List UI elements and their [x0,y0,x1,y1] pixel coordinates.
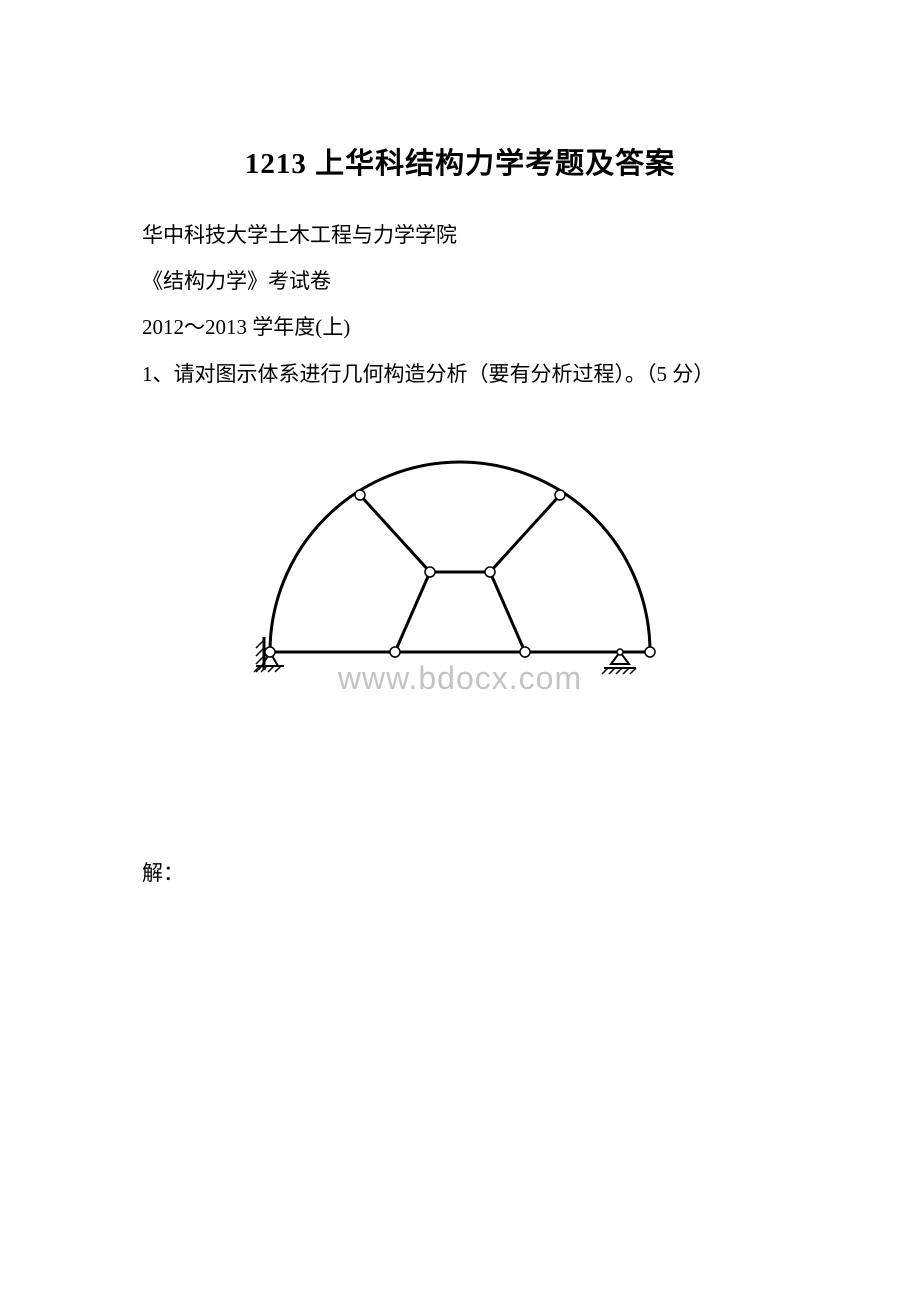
answer-label: 解： [100,857,820,887]
diagram-container: www.bdocx.com [240,417,680,687]
page-title: 1213 上华科结构力学考题及答案 [100,140,820,182]
structure-diagram [240,417,680,687]
university-line: 华中科技大学土木工程与力学学院 [100,212,820,258]
course-line: 《结构力学》考试卷 [100,258,820,304]
semester-line: 2012～2013 学年度(上) [100,304,820,350]
question-1: 1、请对图示体系进行几何构造分析（要有分析过程）。（5 分） [100,351,820,397]
